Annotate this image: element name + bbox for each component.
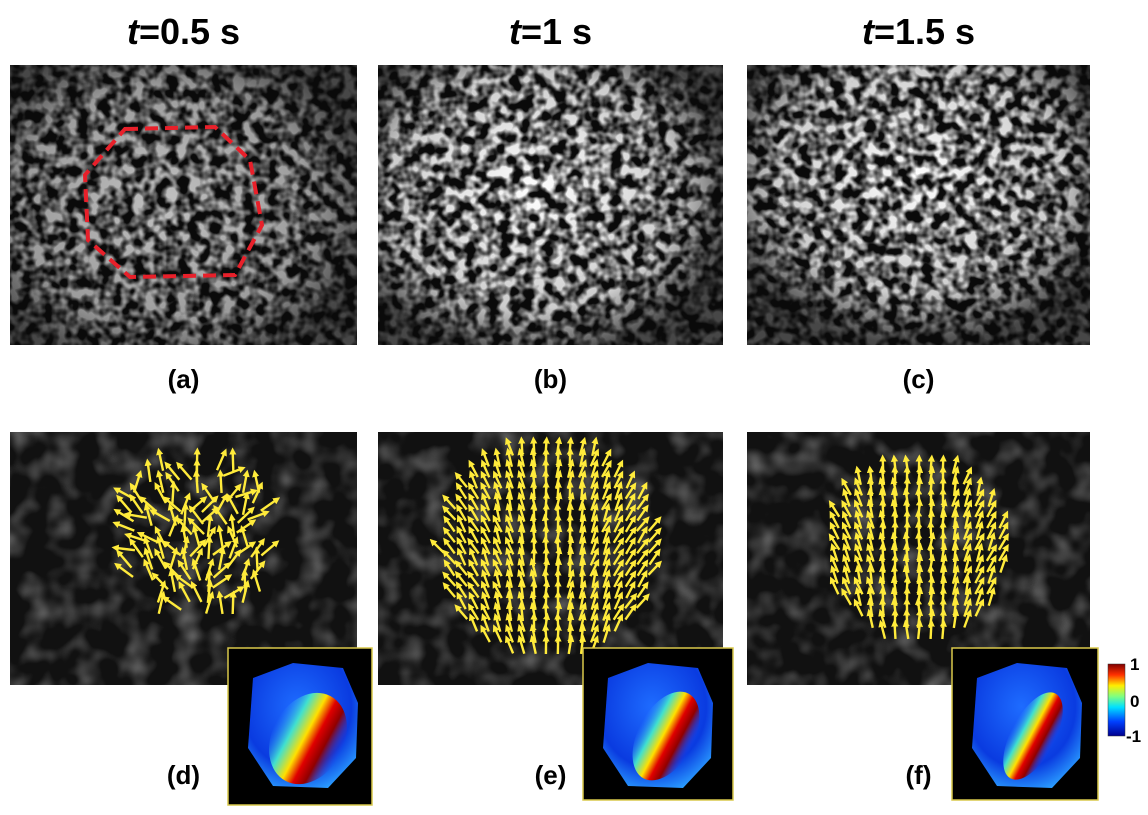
- colorbar-gradient: [1108, 664, 1125, 736]
- inset-map: [952, 648, 1098, 800]
- vector-arrow: [570, 484, 571, 500]
- vector-arrow: [931, 623, 932, 639]
- vector-arrow: [569, 561, 570, 577]
- column: t=1 s (b) (e): [378, 11, 733, 800]
- vector-arrow: [233, 594, 234, 614]
- speckle: [378, 432, 723, 685]
- speckle: [378, 65, 723, 345]
- vector-arrow: [196, 473, 198, 493]
- vector-arrow: [172, 484, 173, 504]
- panel-label: (b): [534, 364, 567, 394]
- colorbar-mid: 0: [1130, 692, 1139, 711]
- speckle: [10, 65, 357, 345]
- vector-arrow: [208, 539, 209, 559]
- colorbar: 1 0 -1: [1108, 655, 1141, 746]
- speckle: [747, 65, 1090, 345]
- panel-label: (d): [167, 760, 200, 790]
- title-value: =1 s: [521, 11, 592, 52]
- figure: t=0.5 s (a) (d) t=1 s (b) (e) t=1.5 s (c) (f) 1 …: [0, 0, 1148, 815]
- panel-label: (e): [535, 760, 567, 790]
- panel-label: (f): [906, 760, 932, 790]
- panels: t=0.5 s (a) (d) t=1 s (b) (e) t=1.5 s (c) (f): [10, 11, 1098, 805]
- vector-arrow: [581, 484, 582, 500]
- title-value: =1.5 s: [874, 11, 975, 52]
- vector-arrow: [895, 623, 896, 639]
- vector-arrow: [256, 550, 257, 570]
- vector-arrow: [233, 451, 234, 471]
- colorbar-min: -1: [1126, 727, 1141, 746]
- panel-title: t=1.5 s: [862, 11, 975, 52]
- column: t=0.5 s (a) (d): [10, 11, 372, 805]
- inset-map: [228, 648, 372, 805]
- column: t=1.5 s (c) (f): [747, 11, 1098, 800]
- title-value: =0.5 s: [139, 11, 240, 52]
- panel-title: t=0.5 s: [127, 11, 240, 52]
- vector-arrow: [220, 473, 221, 493]
- panel-title: t=1 s: [509, 11, 592, 52]
- vector-arrow: [942, 623, 943, 639]
- panel-label: (c): [903, 364, 935, 394]
- vector-arrow: [918, 623, 920, 639]
- colorbar-max: 1: [1130, 655, 1139, 674]
- inset-map: [583, 648, 733, 800]
- vector-arrow: [184, 506, 185, 526]
- page: t=0.5 s (a) (d) t=1 s (b) (e) t=1.5 s (c) (f) 1 …: [0, 0, 1148, 815]
- panel-label: (a): [168, 364, 200, 394]
